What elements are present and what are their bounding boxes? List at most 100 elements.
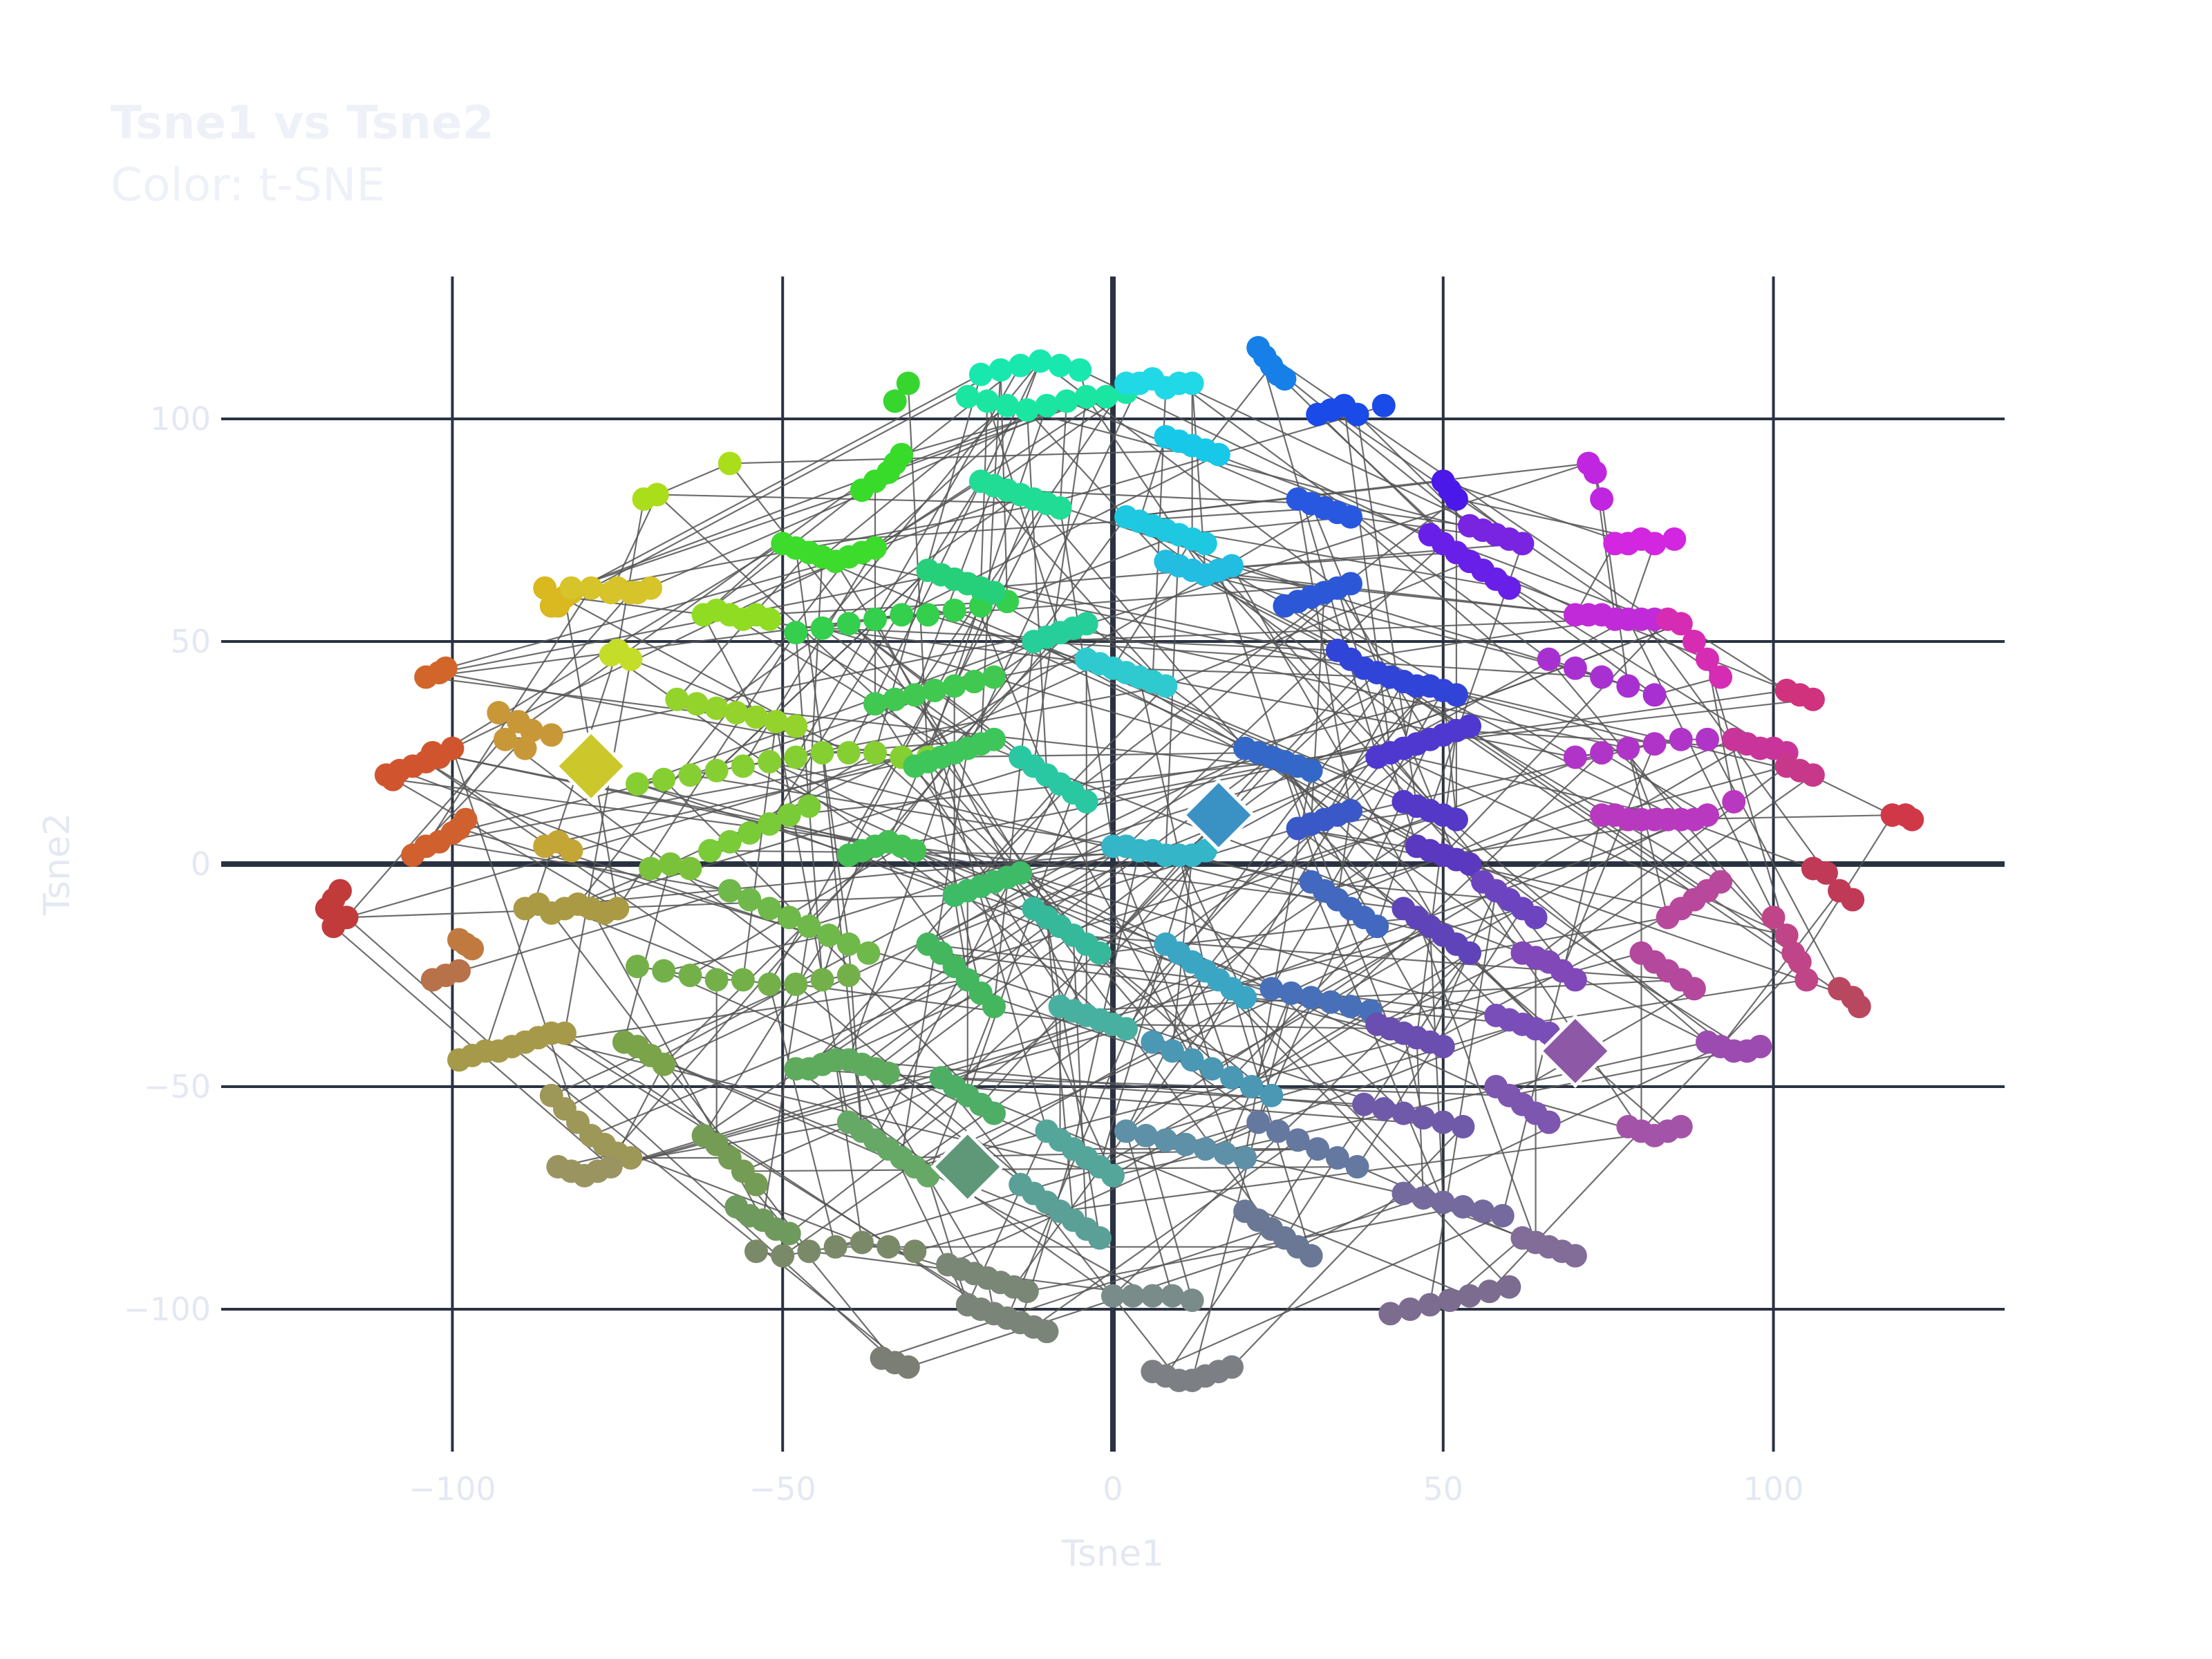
link-line [1165, 561, 1470, 687]
link-line [702, 614, 757, 718]
data-point [903, 1239, 927, 1264]
data-point [1101, 1284, 1125, 1308]
data-point [1055, 389, 1079, 413]
data-points [315, 336, 1924, 1392]
link-line [1191, 814, 1338, 1060]
data-point [1431, 1190, 1455, 1215]
link-line [874, 783, 1061, 1141]
data-point [1068, 358, 1092, 382]
data-point [1774, 924, 1799, 948]
link-line [637, 1046, 896, 1363]
data-point [1193, 532, 1217, 556]
link-line [1145, 1135, 1193, 1301]
data-point [1180, 1288, 1204, 1313]
link-line [563, 659, 632, 1033]
link-line [808, 850, 1140, 1070]
link-line [610, 494, 658, 593]
link-line [1456, 818, 1682, 945]
link-line [908, 1197, 1424, 1368]
data-point [1306, 1137, 1330, 1161]
data-point [1642, 683, 1667, 707]
data-point [440, 736, 465, 760]
data-point [1458, 941, 1481, 965]
data-point [704, 758, 729, 782]
link-line [663, 845, 1127, 1065]
data-point [916, 603, 940, 627]
data-point [1431, 1110, 1455, 1134]
data-point [942, 598, 966, 622]
link-line [782, 1023, 1114, 1257]
data-point [1319, 990, 1343, 1014]
x-tick-label: −50 [749, 1470, 816, 1508]
data-point [1412, 1185, 1436, 1210]
link-line [663, 841, 889, 1065]
link-line [715, 570, 929, 771]
link-line [1680, 818, 1814, 870]
data-point [988, 358, 1013, 382]
data-point [962, 669, 986, 693]
data-point [678, 763, 702, 787]
link-line [1046, 917, 1100, 1239]
link-line [564, 1032, 995, 1315]
link-line [1297, 827, 1787, 937]
data-point [1259, 977, 1284, 1001]
data-point [758, 972, 782, 996]
link-line [769, 690, 935, 985]
link-line [1231, 1126, 1464, 1368]
link-line [808, 783, 1061, 1069]
link-line [769, 480, 982, 825]
data-point [1094, 384, 1118, 409]
data-point [1669, 727, 1693, 751]
data-point [982, 727, 1006, 751]
data-point [665, 687, 689, 711]
y-tick-label: 100 [150, 400, 211, 438]
link-line [577, 556, 850, 905]
link-line [1217, 570, 1325, 891]
link-line [623, 863, 671, 1042]
link-line [769, 760, 1351, 910]
data-point [856, 941, 881, 965]
data-point [1788, 950, 1812, 974]
link-line [1403, 800, 1734, 1052]
link-line [1416, 698, 1814, 745]
data-point [863, 692, 887, 716]
link-line [789, 1010, 1074, 1235]
data-point [619, 1146, 643, 1170]
link-line [597, 926, 810, 1172]
data-point [678, 856, 702, 881]
data-point [433, 656, 458, 680]
data-point [1339, 505, 1362, 529]
data-point [447, 959, 471, 983]
link-line [847, 606, 982, 856]
data-point [1266, 1119, 1290, 1143]
data-point [1114, 1119, 1138, 1143]
data-point [1458, 852, 1481, 876]
link-line [1343, 405, 1391, 753]
data-point [1438, 1288, 1462, 1313]
link-line [1178, 382, 1550, 660]
link-line [881, 1228, 1272, 1359]
data-point [546, 594, 570, 618]
x-tick-label: 0 [1103, 1470, 1123, 1508]
data-point [1339, 572, 1362, 596]
data-point [1371, 1097, 1396, 1121]
link-line [822, 627, 1298, 767]
data-point [1497, 1275, 1521, 1299]
data-point [1642, 532, 1667, 556]
centroid-marker [1181, 778, 1256, 852]
data-point [1134, 1123, 1158, 1147]
data-point [1682, 977, 1706, 1001]
link-line [1020, 872, 1510, 1021]
data-point [1035, 393, 1059, 418]
data-point [1345, 402, 1369, 427]
link-line [1244, 694, 1457, 749]
link-line [439, 841, 730, 892]
link-line [928, 751, 1259, 758]
data-point [1101, 1163, 1125, 1188]
data-point [626, 581, 649, 605]
data-point [1801, 687, 1825, 711]
link-line [1324, 765, 1787, 892]
data-point [652, 1052, 676, 1076]
data-point [744, 1172, 768, 1197]
